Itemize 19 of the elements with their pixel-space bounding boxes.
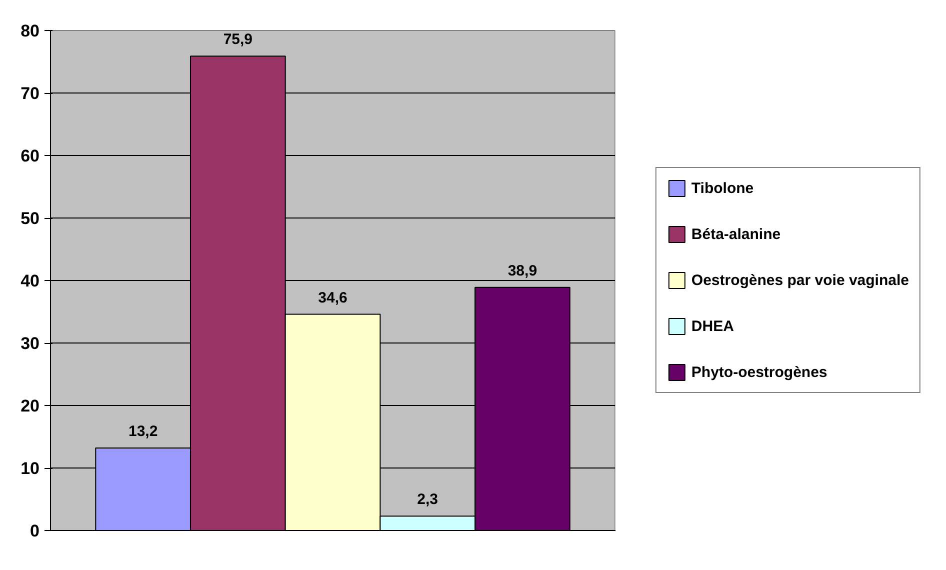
data-label: 38,9 <box>508 262 538 280</box>
legend-label: Phyto-oestrogènes <box>691 364 828 380</box>
legend-label: Béta-alanine <box>691 226 781 242</box>
legend-label: Tibolone <box>691 180 754 196</box>
data-label: 2,3 <box>417 491 438 508</box>
y-tick-label: 10 <box>20 459 40 478</box>
y-tick-label: 60 <box>20 146 40 166</box>
y-tick-label: 70 <box>20 84 40 103</box>
y-tick-label: 80 <box>20 22 40 40</box>
y-tick-label: 50 <box>20 209 40 228</box>
data-label: 13,2 <box>128 423 158 440</box>
y-tick-label: 20 <box>20 396 40 416</box>
y-tick-label: 30 <box>20 334 40 353</box>
data-label: 75,9 <box>223 31 253 48</box>
y-tick-label: 40 <box>20 272 40 290</box>
data-label: 34,6 <box>318 289 348 306</box>
legend-label: Oestrogènes par voie vaginale <box>691 272 909 288</box>
y-tick-label: 0 <box>30 522 40 540</box>
legend-label: DHEA <box>691 318 734 334</box>
